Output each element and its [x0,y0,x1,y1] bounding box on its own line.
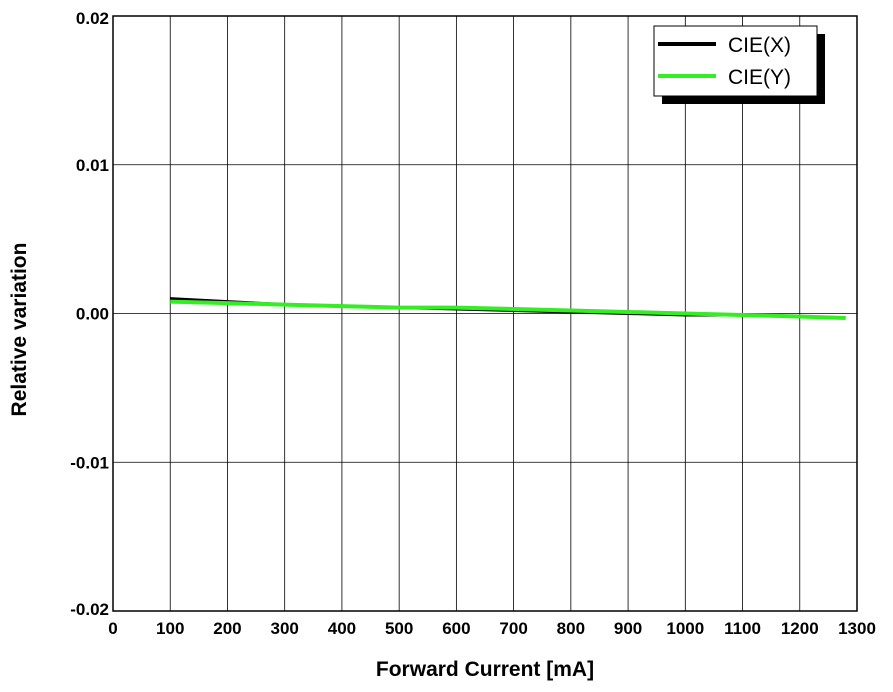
x-tick-label: 200 [213,619,241,638]
x-tick-label: 100 [156,619,184,638]
x-tick-label: 1300 [838,619,876,638]
y-tick-label: -0.02 [70,600,109,619]
plot-frame [112,15,858,612]
x-tick-label: 800 [557,619,585,638]
x-tick-label: 900 [614,619,642,638]
x-tick-label: 700 [499,619,527,638]
series-line-cie-y [170,299,846,320]
y-axis-title: Relative variation [8,243,31,417]
x-tick-label: 1100 [724,619,761,638]
legend-box [653,25,818,97]
x-tick-label: 600 [442,619,470,638]
x-tick-label: 1200 [781,619,819,638]
x-tick-label: 0 [108,619,117,638]
legend-label-cie-y: CIE(Y) [728,66,791,89]
x-tick-label: 500 [385,619,413,638]
y-tick-label: 0.00 [76,305,109,324]
x-tick-label: 1000 [666,619,704,638]
legend-label-cie-x: CIE(X) [728,34,791,57]
legend: CIE(X) CIE(Y) [653,25,825,104]
y-tick-label: 0.01 [76,156,109,175]
y-tick-labels: -0.02 -0.01 0.00 0.01 0.02 [70,9,109,619]
y-tick-label: -0.01 [70,453,109,472]
x-tick-labels: 0 100 200 300 400 500 600 700 800 900 1000 1100 1200… [108,619,876,638]
x-tick-label: 300 [271,619,299,638]
x-axis-title: Forward Current [mA] [376,658,594,681]
series [170,297,846,320]
x-tick-label: 400 [328,619,356,638]
y-tick-label: 0.02 [76,9,109,28]
